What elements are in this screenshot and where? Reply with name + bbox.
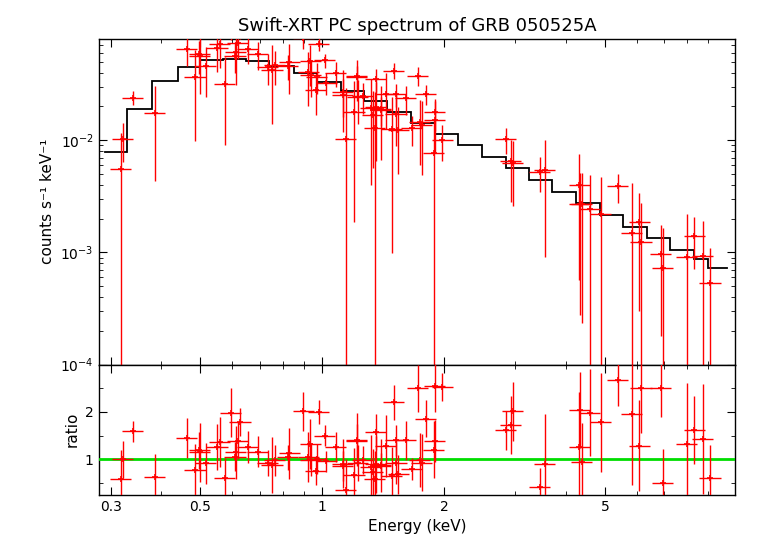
Title: Swift-XRT PC spectrum of GRB 050525A: Swift-XRT PC spectrum of GRB 050525A	[237, 17, 597, 34]
X-axis label: Energy (keV): Energy (keV)	[368, 519, 466, 534]
Y-axis label: counts s⁻¹ keV⁻¹: counts s⁻¹ keV⁻¹	[39, 139, 55, 265]
Y-axis label: ratio: ratio	[64, 412, 80, 448]
